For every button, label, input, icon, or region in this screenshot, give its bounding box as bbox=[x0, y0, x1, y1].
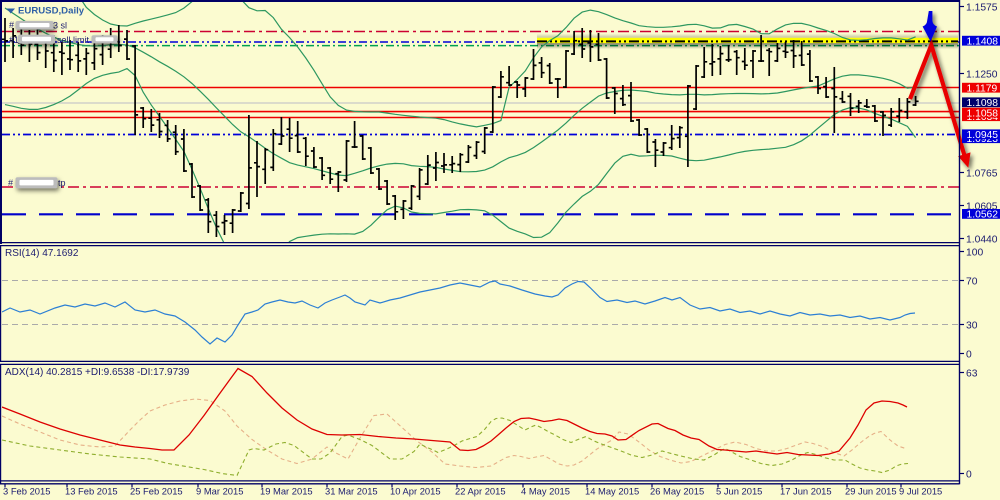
svg-text:5 Jun 2015: 5 Jun 2015 bbox=[716, 486, 762, 497]
svg-text:29 Jun 2015: 29 Jun 2015 bbox=[845, 486, 897, 497]
svg-text:1.0440: 1.0440 bbox=[966, 235, 998, 246]
svg-text:EURUSD,Daily: EURUSD,Daily bbox=[18, 6, 85, 17]
svg-text:1.0605: 1.0605 bbox=[966, 202, 998, 213]
svg-text:25 Feb 2015: 25 Feb 2015 bbox=[130, 486, 183, 497]
svg-text:#1: #1 bbox=[9, 35, 19, 45]
svg-text:19 Mar 2015: 19 Mar 2015 bbox=[260, 486, 313, 497]
svg-text:1.1575: 1.1575 bbox=[966, 3, 998, 14]
svg-text:4 May 2015: 4 May 2015 bbox=[521, 486, 570, 497]
svg-text:10 Apr 2015: 10 Apr 2015 bbox=[390, 486, 441, 497]
svg-text:13 Feb 2015: 13 Feb 2015 bbox=[65, 486, 118, 497]
svg-text:1.0765: 1.0765 bbox=[966, 169, 998, 180]
svg-text:0: 0 bbox=[966, 470, 972, 481]
svg-text:#: # bbox=[9, 20, 14, 30]
svg-text:1.1408: 1.1408 bbox=[967, 36, 999, 47]
svg-text:ADX(14) 40.2815 +DI:9.6538 -DI: ADX(14) 40.2815 +DI:9.6538 -DI:17.9739 bbox=[5, 367, 190, 378]
svg-text:RSI(14) 47.1692: RSI(14) 47.1692 bbox=[5, 248, 79, 259]
svg-text:1.0945: 1.0945 bbox=[967, 130, 999, 141]
svg-text:3 Feb 2015: 3 Feb 2015 bbox=[3, 486, 50, 497]
svg-text:3 sl: 3 sl bbox=[53, 21, 67, 31]
svg-text:1.1058: 1.1058 bbox=[967, 108, 999, 119]
svg-text:1.0562: 1.0562 bbox=[967, 210, 999, 221]
svg-text:70: 70 bbox=[966, 277, 978, 288]
svg-text:0: 0 bbox=[966, 350, 972, 361]
svg-text:14 May 2015: 14 May 2015 bbox=[585, 486, 639, 497]
svg-text:1.1179: 1.1179 bbox=[967, 83, 998, 94]
svg-text:9 Mar 2015: 9 Mar 2015 bbox=[196, 486, 243, 497]
svg-text:tp: tp bbox=[58, 178, 66, 188]
svg-text:1.0923: 1.0923 bbox=[967, 134, 999, 145]
svg-text:#: # bbox=[8, 178, 13, 188]
svg-text:1.1250: 1.1250 bbox=[966, 70, 998, 81]
svg-text:30: 30 bbox=[966, 321, 978, 332]
svg-text:sell limit: sell limit bbox=[57, 35, 90, 45]
svg-text:17 Jun 2015: 17 Jun 2015 bbox=[780, 486, 832, 497]
svg-text:100: 100 bbox=[966, 248, 983, 259]
svg-text:26 May 2015: 26 May 2015 bbox=[650, 486, 704, 497]
svg-text:9 Jul 2015: 9 Jul 2015 bbox=[899, 486, 942, 497]
svg-text:31 Mar 2015: 31 Mar 2015 bbox=[325, 486, 378, 497]
svg-text:63: 63 bbox=[966, 369, 978, 380]
svg-text:22 Apr 2015: 22 Apr 2015 bbox=[455, 486, 506, 497]
svg-text:1.1098: 1.1098 bbox=[967, 98, 999, 109]
